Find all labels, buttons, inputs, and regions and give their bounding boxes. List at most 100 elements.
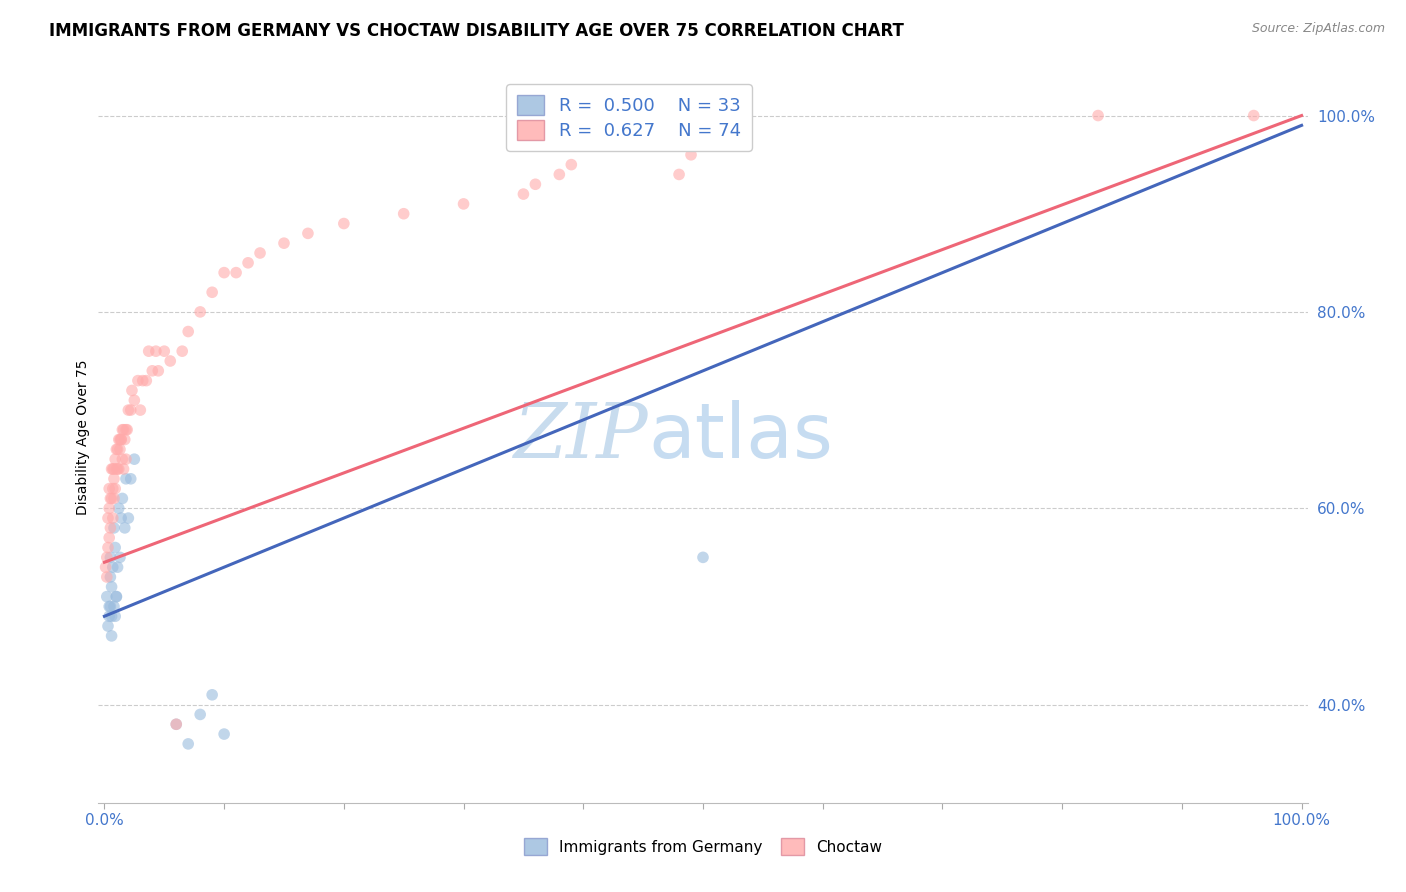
Point <box>115 423 138 437</box>
Point <box>177 737 200 751</box>
Point <box>107 462 129 476</box>
Point <box>188 707 211 722</box>
Point <box>115 472 138 486</box>
Point <box>107 560 129 574</box>
Point <box>297 227 319 241</box>
Point <box>100 550 122 565</box>
Point <box>548 168 571 182</box>
Point <box>159 354 181 368</box>
Point <box>111 491 134 506</box>
Point <box>97 619 120 633</box>
Point <box>129 403 152 417</box>
Y-axis label: Disability Age Over 75: Disability Age Over 75 <box>76 359 90 515</box>
Point <box>141 364 163 378</box>
Point <box>112 423 135 437</box>
Point <box>111 423 134 437</box>
Point <box>212 266 235 280</box>
Point <box>1243 109 1265 123</box>
Point <box>172 344 194 359</box>
Point <box>1087 109 1109 123</box>
Point <box>114 521 136 535</box>
Point <box>104 482 127 496</box>
Point <box>120 403 142 417</box>
Point <box>668 168 690 182</box>
Point <box>165 717 187 731</box>
Point <box>120 472 142 486</box>
Point <box>153 344 176 359</box>
Point <box>103 462 125 476</box>
Point <box>679 148 702 162</box>
Point <box>104 541 127 555</box>
Point <box>101 482 124 496</box>
Point <box>212 727 235 741</box>
Text: Source: ZipAtlas.com: Source: ZipAtlas.com <box>1251 22 1385 36</box>
Point <box>96 590 118 604</box>
Point <box>107 433 129 447</box>
Point <box>201 688 224 702</box>
Point <box>96 550 118 565</box>
Point <box>165 717 187 731</box>
Point <box>333 217 356 231</box>
Point <box>103 491 125 506</box>
Point <box>98 531 121 545</box>
Point <box>100 521 122 535</box>
Point <box>104 609 127 624</box>
Point <box>105 442 128 457</box>
Point <box>100 599 122 614</box>
Point <box>114 433 136 447</box>
Point <box>100 491 122 506</box>
Point <box>104 452 127 467</box>
Text: atlas: atlas <box>648 401 834 474</box>
Point <box>100 491 122 506</box>
Point <box>273 236 295 251</box>
Point <box>138 344 160 359</box>
Point <box>107 462 129 476</box>
Point <box>115 423 138 437</box>
Point <box>98 599 121 614</box>
Point <box>145 344 167 359</box>
Point <box>107 442 129 457</box>
Point <box>100 609 122 624</box>
Point <box>115 452 138 467</box>
Point <box>127 374 149 388</box>
Point <box>105 590 128 604</box>
Point <box>108 433 131 447</box>
Point <box>97 541 120 555</box>
Point <box>105 462 128 476</box>
Point <box>100 462 122 476</box>
Point <box>236 256 259 270</box>
Point <box>103 472 125 486</box>
Point <box>111 452 134 467</box>
Point <box>112 462 135 476</box>
Point <box>107 501 129 516</box>
Point <box>103 521 125 535</box>
Point <box>98 501 121 516</box>
Point <box>560 158 582 172</box>
Point <box>100 629 122 643</box>
Text: ZIP: ZIP <box>515 401 648 474</box>
Point <box>124 452 146 467</box>
Point <box>110 511 132 525</box>
Point <box>392 207 415 221</box>
Point <box>249 246 271 260</box>
Point <box>110 433 132 447</box>
Point <box>148 364 170 378</box>
Point <box>101 511 124 525</box>
Point <box>512 187 534 202</box>
Point <box>94 560 117 574</box>
Point <box>225 266 247 280</box>
Point <box>101 462 124 476</box>
Point <box>177 325 200 339</box>
Point <box>132 374 155 388</box>
Point <box>105 590 128 604</box>
Point <box>135 374 157 388</box>
Point <box>101 560 124 574</box>
Point <box>121 384 143 398</box>
Point <box>110 433 132 447</box>
Point <box>117 511 139 525</box>
Point <box>100 570 122 584</box>
Point <box>98 482 121 496</box>
Legend: Immigrants from Germany, Choctaw: Immigrants from Germany, Choctaw <box>517 832 889 861</box>
Point <box>108 442 131 457</box>
Point <box>100 580 122 594</box>
